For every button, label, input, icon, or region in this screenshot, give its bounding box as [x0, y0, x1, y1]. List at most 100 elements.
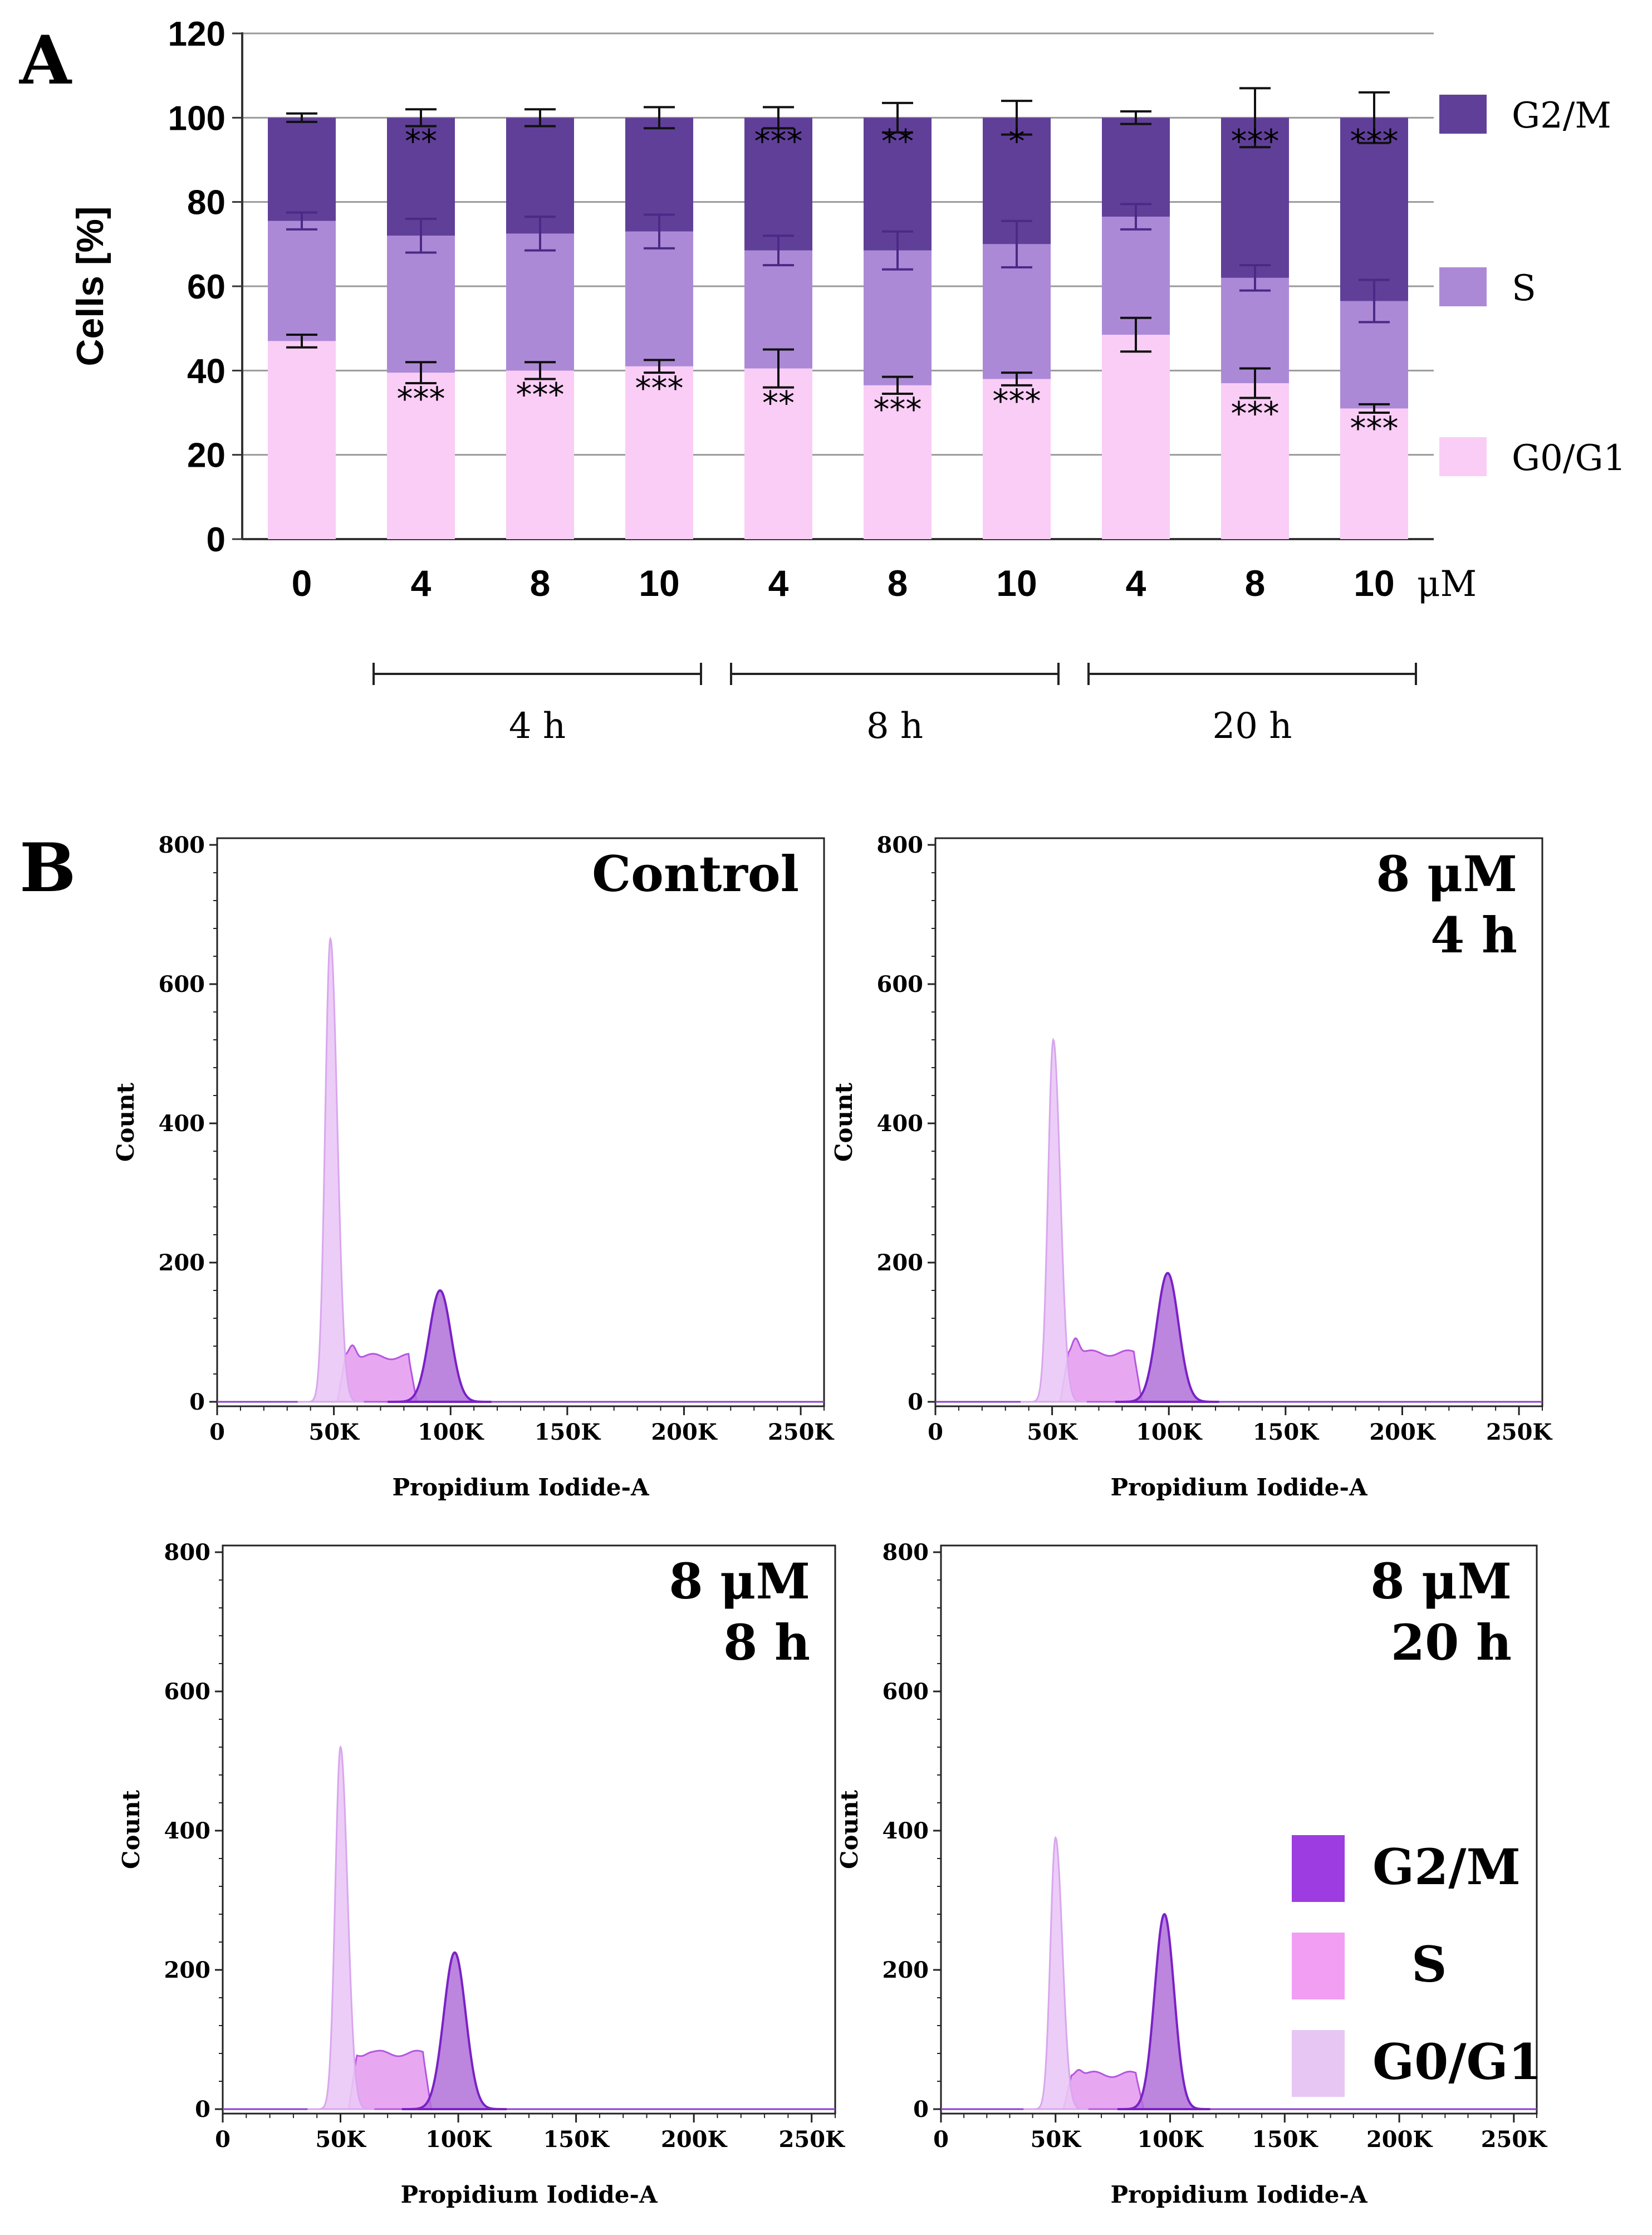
- bar-s-5: [864, 250, 932, 385]
- y-tick-label: 120: [168, 15, 226, 53]
- x-category-label: 10: [996, 563, 1037, 604]
- group-label: 20 h: [1213, 706, 1292, 747]
- x-tick-label: 100K: [425, 2126, 492, 2153]
- y-tick-label: 40: [187, 352, 226, 390]
- y-tick-label: 600: [164, 1679, 211, 1705]
- bar-g0g1-6: [983, 379, 1051, 539]
- y-tick-label: 200: [159, 1250, 205, 1276]
- s-phase-area: [336, 1344, 418, 1403]
- bar-g2m-2: [506, 118, 574, 234]
- significance-mark: ***: [516, 375, 565, 413]
- g0g1-phase-area: [1021, 1038, 1087, 1403]
- panel-title: 8 μM: [669, 1552, 810, 1610]
- x-tick-label: 200K: [1366, 2126, 1433, 2153]
- y-tick-label: 0: [189, 1389, 205, 1415]
- g0g1-phase-area: [307, 1745, 375, 2110]
- x-tick-label: 250K: [1481, 2126, 1547, 2153]
- legend-swatch: [1439, 95, 1487, 134]
- bar-g0g1-4: [744, 368, 812, 539]
- bar-s-3: [625, 231, 693, 366]
- y-tick-label: 0: [195, 2096, 210, 2122]
- x-category-label: 4: [411, 563, 432, 604]
- x-tick-label: 250K: [1486, 1419, 1552, 1445]
- significance-mark: **: [762, 384, 795, 422]
- x-category-label: 10: [639, 563, 679, 604]
- x-tick-label: 100K: [418, 1419, 484, 1445]
- histogram-panel-2: 0 200 400 600 800 0 50K 100K 150K 200K 250K Propidi…: [117, 1539, 845, 2208]
- y-axis-title: Cells [%]: [69, 206, 111, 366]
- x-unit-label: μM: [1417, 564, 1477, 605]
- x-axis-title: Propidium Iodide-A: [1110, 2181, 1367, 2208]
- significance-mark: ***: [874, 390, 922, 428]
- x-axis-title: Propidium Iodide-A: [1110, 1474, 1367, 1501]
- s-phase-area: [347, 2050, 433, 2110]
- x-category-label: 0: [292, 563, 312, 604]
- bar-g0g1-9: [1340, 408, 1408, 539]
- x-tick-label: 100K: [1136, 1419, 1202, 1445]
- legend-swatch: [1439, 437, 1487, 476]
- y-tick-label: 800: [164, 1539, 211, 1566]
- legend-label: S: [1512, 268, 1536, 309]
- bar-s-8: [1221, 277, 1289, 384]
- y-tick-label: 400: [883, 1818, 929, 1844]
- bar-g2m-7: [1102, 118, 1170, 217]
- histogram-panel-0: 0 200 400 600 800 0 50K 100K 150K 200K 250K Propidi…: [112, 832, 834, 1501]
- x-tick-label: 250K: [768, 1419, 834, 1445]
- bar-g0g1-5: [864, 385, 932, 539]
- legend-swatch: [1292, 2030, 1345, 2097]
- group-label: 4 h: [509, 706, 566, 747]
- x-tick-label: 0: [215, 2126, 231, 2153]
- y-tick-label: 600: [159, 971, 205, 997]
- histogram-panel-3: 0 200 400 600 800 0 50K 100K 150K 200K 250K Propidi…: [836, 1539, 1547, 2208]
- panel-title: 8 μM: [1370, 1552, 1512, 1610]
- plot-frame: [216, 837, 825, 1407]
- bar-g2m-0: [268, 118, 336, 221]
- g2m-phase-area: [1117, 1913, 1210, 2110]
- y-tick-label: 20: [187, 437, 226, 475]
- y-tick-label: 400: [877, 1111, 924, 1137]
- bar-g2m-9: [1340, 118, 1408, 301]
- legend-swatch: [1292, 1933, 1345, 1999]
- y-tick-label: 800: [877, 832, 924, 858]
- panel-title: 4 h: [1430, 906, 1517, 964]
- s-phase-area: [1059, 1337, 1143, 1403]
- legend-label: G2/M: [1372, 1838, 1521, 1896]
- group-label: 8 h: [866, 706, 923, 747]
- x-tick-label: 100K: [1137, 2126, 1203, 2153]
- legend-swatch: [1292, 1835, 1345, 1902]
- panel-title: 8 μM: [1376, 845, 1517, 903]
- y-tick-label: 0: [913, 2096, 929, 2122]
- bar-g0g1-8: [1221, 383, 1289, 539]
- panel-title: 20 h: [1391, 1613, 1512, 1671]
- x-tick-label: 150K: [543, 2126, 609, 2153]
- legend-swatch: [1439, 267, 1487, 306]
- y-axis-title: Count: [830, 1082, 857, 1162]
- bar-g0g1-1: [387, 373, 455, 539]
- significance-mark: ***: [1231, 122, 1280, 160]
- g0g1-phase-area: [297, 936, 364, 1403]
- y-tick-label: 0: [908, 1389, 923, 1415]
- panel-title: 8 h: [723, 1613, 810, 1671]
- significance-mark: **: [881, 122, 914, 160]
- y-tick-label: 100: [168, 99, 226, 138]
- x-category-label: 4: [768, 563, 789, 604]
- significance-mark: *: [1009, 122, 1025, 160]
- y-tick-label: 800: [159, 832, 205, 858]
- x-category-label: 8: [530, 563, 551, 604]
- histogram-panel-1: 0 200 400 600 800 0 50K 100K 150K 200K 250K Propidi…: [830, 832, 1552, 1501]
- y-tick-label: 400: [159, 1111, 205, 1137]
- y-axis-title: Count: [117, 1789, 145, 1869]
- y-tick-label: 200: [164, 1957, 211, 1983]
- x-axis-title: Propidium Iodide-A: [400, 2181, 658, 2208]
- significance-mark: ***: [397, 380, 445, 418]
- x-tick-label: 50K: [308, 1419, 360, 1445]
- bar-g0g1-2: [506, 370, 574, 539]
- s-phase-area: [1062, 2069, 1145, 2110]
- bar-g2m-3: [625, 118, 693, 232]
- significance-mark: **: [405, 122, 437, 160]
- significance-mark: ***: [1231, 395, 1280, 433]
- g2m-phase-area: [401, 1951, 507, 2110]
- panel-b-legend: G2/M S G0/G1: [1292, 1835, 1542, 2097]
- bar-s-1: [387, 236, 455, 373]
